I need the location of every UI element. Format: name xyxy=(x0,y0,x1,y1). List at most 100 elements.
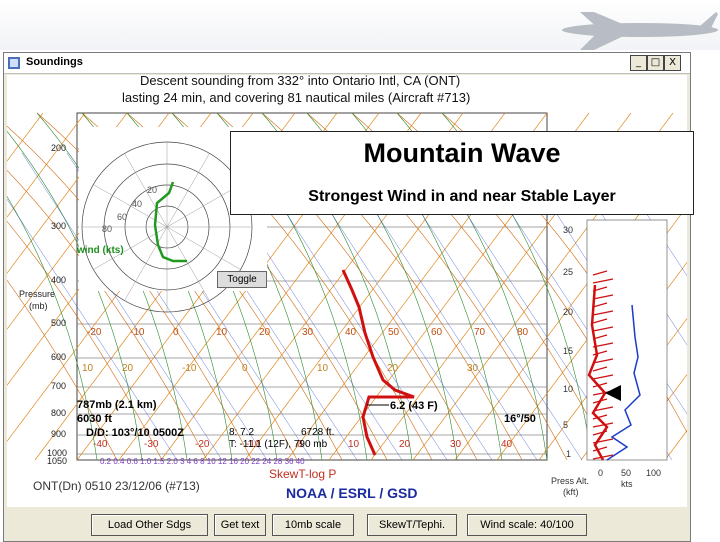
altitude-axis-title: Press Alt. xyxy=(551,476,590,486)
wind-barb xyxy=(592,358,614,364)
lower-temperature-tick: -10 xyxy=(246,439,261,450)
wind-barb xyxy=(592,430,608,436)
close-button[interactable]: X xyxy=(664,55,681,71)
hodograph-ring-label: 80 xyxy=(102,224,113,234)
dry-adiabat-line xyxy=(7,279,118,461)
hodograph-spoke xyxy=(124,226,168,301)
lower-temperature-tick: 30 xyxy=(450,439,462,450)
wind-barb xyxy=(592,406,614,412)
banner-title: Mountain Wave xyxy=(363,138,561,168)
mixing-ratio-tick: -10 xyxy=(182,363,197,374)
maximize-button[interactable]: □ xyxy=(647,55,664,71)
wind-axis-tick: 100 xyxy=(646,468,662,478)
pressure-tick: 1000 xyxy=(47,448,68,458)
wind-annotation: 16°/50 xyxy=(504,413,536,425)
isotherm-line xyxy=(7,112,86,218)
mixing-ratio-tick: 20 xyxy=(387,363,399,374)
wind-scale-button[interactable]: Wind scale: 40/100 xyxy=(467,514,587,536)
app-icon xyxy=(8,57,20,69)
altitude-tick: 10 xyxy=(563,384,574,394)
wind-axis-tick: 0 xyxy=(598,468,604,478)
wind-barb xyxy=(592,454,614,460)
altitude-axis-unit: (kft) xyxy=(563,487,579,497)
pressure-tick: 400 xyxy=(51,275,67,285)
wind-barb xyxy=(592,286,608,292)
pressure-tick: 300 xyxy=(51,221,67,231)
pressure-tick: 500 xyxy=(51,318,67,328)
wind-barb xyxy=(592,422,614,428)
wind-barb xyxy=(592,366,608,372)
wind-barb xyxy=(592,398,608,404)
lower-temperature-tick: -40 xyxy=(93,439,108,450)
mid-annotation-1: 8: 7.2 xyxy=(229,427,255,438)
altitude-tick: 20 xyxy=(563,307,574,317)
wind-barb xyxy=(592,278,614,284)
altitude-tick: 5 xyxy=(563,420,569,430)
wind-speed-profile xyxy=(606,304,641,461)
altitude-tick: 30 xyxy=(563,225,574,235)
isotherm-line xyxy=(7,112,44,162)
temperature-tick: 50 xyxy=(388,327,400,338)
wind-barb xyxy=(592,382,608,388)
mixing-ratio-tick: 20 xyxy=(122,363,134,374)
temperature-tick: 0 xyxy=(173,327,179,338)
temperature-tick: -10 xyxy=(130,327,145,338)
hodograph-spoke xyxy=(93,226,168,270)
mountain-wave-banner: Mountain Wave Strongest Wind in and near… xyxy=(230,131,694,215)
hodograph-label: wind (kts) xyxy=(77,245,124,256)
mixing-ratio-tick: 0 xyxy=(242,363,248,374)
load-other-soundings-button[interactable]: Load Other Sdgs xyxy=(91,514,208,536)
skewt-tephi-button[interactable]: SkewT/Tephi. xyxy=(367,514,457,536)
pressure-axis-unit: (mb) xyxy=(29,301,48,311)
flight-id: ONT(Dn) 0510 23/12/06 (#713) xyxy=(33,479,200,493)
wind-barb xyxy=(592,302,608,308)
get-text-button[interactable]: Get text xyxy=(214,514,266,536)
lower-temperature-tick: 20 xyxy=(399,439,411,450)
wind-barb xyxy=(592,294,614,300)
lower-temperature-tick: 40 xyxy=(501,439,513,450)
wind-dir-annotation: D/D: 103°/10 0500Z xyxy=(86,427,184,439)
wind-axis-tick: 50 xyxy=(621,468,632,478)
mixing-ratio-tick: 10 xyxy=(317,363,329,374)
altitude-tick: 1 xyxy=(566,449,572,459)
hodograph-ring-label: 40 xyxy=(132,199,143,209)
altitude-tick: 15 xyxy=(563,346,574,356)
diagram-type-label: SkewT-log P xyxy=(269,467,337,481)
wind-barb xyxy=(592,334,608,340)
altitude-tick: 25 xyxy=(563,267,574,277)
airplane-logo-icon xyxy=(562,12,718,50)
pressure-tick: 800 xyxy=(51,408,67,418)
bottom-ratio-ticks: 0.2 0.4 0.6 1.0 1.5 2.0 3 4 6 8 10 12 16… xyxy=(100,457,305,466)
hodograph-spoke xyxy=(166,153,210,228)
wind-barb xyxy=(592,342,614,348)
header-line-1: Descent sounding from 332° into Ontario … xyxy=(140,73,461,88)
soundings-window: Soundings _ □ X -20 -10 0 10 20 30 40 50 60 70 80 1… xyxy=(3,52,694,542)
hodograph-ring-label: 60 xyxy=(117,212,128,222)
hodograph-spoke xyxy=(166,226,241,270)
minimize-button[interactable]: _ xyxy=(630,55,647,71)
pressure-tick: 700 xyxy=(51,381,67,391)
pressure-axis-title: Pressure xyxy=(19,289,56,299)
temperature-tick: 30 xyxy=(302,327,314,338)
wind-barb xyxy=(592,318,608,324)
hodograph-ring-label: 20 xyxy=(147,185,158,195)
mid-annotation-2: 6728 ft. xyxy=(301,427,335,438)
lower-temperature-tick: -20 xyxy=(195,439,210,450)
toggle-button[interactable]: Toggle xyxy=(217,271,267,288)
wind-barb xyxy=(592,326,614,332)
hodograph-spoke xyxy=(166,184,241,228)
wind-barb xyxy=(592,350,608,356)
altitude-wind-panel xyxy=(586,219,668,461)
pressure-tick: 600 xyxy=(51,352,67,362)
mixing-ratio-tick: 10 xyxy=(82,363,94,374)
window-title: Soundings xyxy=(26,56,83,68)
sounding-canvas: -20 -10 0 10 20 30 40 50 60 70 80 10 20 -10 0 10 20 30 -40… xyxy=(7,73,694,507)
10mb-scale-button[interactable]: 10mb scale xyxy=(272,514,354,536)
mixing-ratio-line xyxy=(21,152,223,461)
wind-barb xyxy=(592,446,608,452)
wind-barb xyxy=(592,270,608,276)
hodograph-trace xyxy=(153,181,187,263)
current-level-marker xyxy=(605,385,621,401)
mixing-ratio-tick: 30 xyxy=(467,363,479,374)
level-altitude-annotation: 6030 ft xyxy=(77,413,112,425)
